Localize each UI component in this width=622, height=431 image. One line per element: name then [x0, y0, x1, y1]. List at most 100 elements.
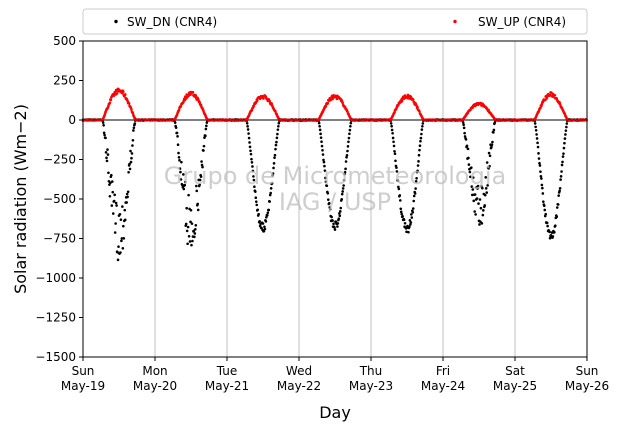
- sw-dn-point: [319, 132, 322, 136]
- sw-dn-point: [485, 161, 489, 164]
- sw-dn-point: [126, 195, 129, 199]
- sw-dn-point: [179, 170, 182, 174]
- sw-dn-point: [179, 178, 183, 181]
- sw-dn-point: [336, 222, 340, 225]
- sw-dn-point: [129, 149, 132, 153]
- sw-up-point: [274, 110, 277, 113]
- sw-dn-point: [263, 227, 267, 231]
- sw-up-point: [346, 110, 349, 113]
- y-axis-title: Solar radiation (Wm−2): [11, 104, 30, 294]
- sw-dn-point: [105, 159, 109, 163]
- sw-dn-point: [116, 251, 119, 254]
- sw-dn-point: [264, 220, 268, 223]
- sw-dn-point: [403, 221, 407, 225]
- sw-dn-point: [257, 212, 260, 216]
- sw-up-point: [123, 93, 127, 96]
- sw-dn-point: [201, 165, 204, 169]
- sw-up-point: [122, 90, 125, 94]
- sw-up-point: [115, 92, 119, 95]
- sw-dn-point: [344, 167, 347, 171]
- sw-dn-point: [564, 133, 567, 136]
- sw-dn-point: [128, 162, 131, 166]
- sw-dn-point: [551, 235, 555, 238]
- sw-dn-point: [487, 167, 490, 170]
- sw-dn-point: [485, 191, 488, 194]
- sw-dn-point: [253, 185, 256, 189]
- sw-dn-point: [320, 144, 324, 148]
- sw-dn-point: [409, 221, 413, 224]
- sw-dn-point: [261, 222, 265, 225]
- watermark-line-2: IAG / USP: [279, 188, 391, 216]
- sw-dn-point: [476, 187, 479, 190]
- sw-dn-point: [473, 210, 476, 213]
- sw-dn-point: [412, 199, 416, 203]
- sw-dn-point: [468, 170, 472, 174]
- sw-dn-point: [336, 225, 339, 228]
- sw-dn-point: [537, 157, 541, 160]
- sw-dn-point: [561, 160, 564, 164]
- sw-dn-point: [125, 201, 128, 204]
- sw-dn-point: [276, 132, 279, 136]
- sw-dn-point: [470, 193, 474, 197]
- sw-dn-point: [191, 239, 194, 243]
- sw-dn-point: [333, 226, 336, 229]
- sw-dn-point: [202, 144, 206, 148]
- sw-dn-point: [323, 169, 327, 172]
- sw-dn-point: [186, 225, 190, 229]
- legend-label-sw-up: SW_UP (CNR4): [478, 15, 566, 29]
- sw-dn-point: [186, 242, 189, 246]
- sw-dn-point: [258, 219, 261, 223]
- sw-dn-point: [182, 187, 186, 191]
- sw-dn-point: [401, 215, 404, 218]
- sw-dn-point: [250, 161, 254, 164]
- sw-dn-point: [560, 163, 564, 167]
- sw-dn-point: [175, 131, 179, 135]
- sw-dn-point: [113, 193, 116, 197]
- sw-dn-point: [492, 128, 496, 132]
- sw-dn-point: [182, 173, 185, 176]
- sw-dn-point: [478, 198, 482, 201]
- sw-dn-point: [121, 205, 124, 208]
- sw-dn-point: [418, 148, 421, 152]
- y-tick-label: −500: [43, 192, 76, 206]
- sw-dn-point: [338, 214, 342, 218]
- sw-dn-point: [111, 212, 115, 215]
- sw-dn-point: [326, 198, 330, 201]
- sw-dn-point: [467, 156, 470, 160]
- sw-dn-point: [187, 193, 190, 197]
- x-tick-weekday: Fri: [436, 364, 450, 378]
- y-tick-label: −250: [43, 153, 76, 167]
- sw-dn-point: [389, 122, 393, 125]
- sw-dn-point: [391, 131, 394, 135]
- sw-dn-point: [198, 178, 202, 182]
- sw-dn-point: [562, 152, 565, 155]
- x-tick-weekday: Thu: [359, 364, 383, 378]
- sw-dn-point: [123, 208, 127, 212]
- sw-dn-point: [412, 194, 416, 198]
- sw-dn-point: [559, 178, 562, 181]
- sw-dn-point: [330, 215, 333, 219]
- sw-dn-point: [274, 143, 278, 147]
- sw-dn-point: [491, 140, 494, 144]
- sw-dn-point: [399, 210, 403, 214]
- sw-dn-point: [176, 143, 180, 147]
- sw-dn-point: [118, 212, 122, 216]
- sw-dn-point: [398, 199, 402, 202]
- sw-dn-point: [490, 143, 494, 147]
- x-tick-date: May-25: [493, 379, 537, 393]
- x-tick-date: May-21: [205, 379, 249, 393]
- sw-dn-point: [200, 160, 203, 163]
- sw-dn-point: [488, 164, 491, 168]
- data-points: [81, 87, 588, 262]
- sw-dn-point: [399, 207, 403, 211]
- sw-dn-point: [470, 185, 474, 188]
- sw-dn-point: [324, 180, 328, 183]
- sw-dn-point: [417, 153, 421, 157]
- sw-dn-point: [338, 210, 342, 213]
- sw-dn-point: [474, 213, 477, 216]
- sw-dn-point: [411, 211, 415, 214]
- sw-dn-point: [204, 134, 207, 138]
- sw-dn-point: [548, 230, 551, 234]
- sw-dn-point: [410, 213, 413, 216]
- sw-dn-point: [193, 232, 197, 235]
